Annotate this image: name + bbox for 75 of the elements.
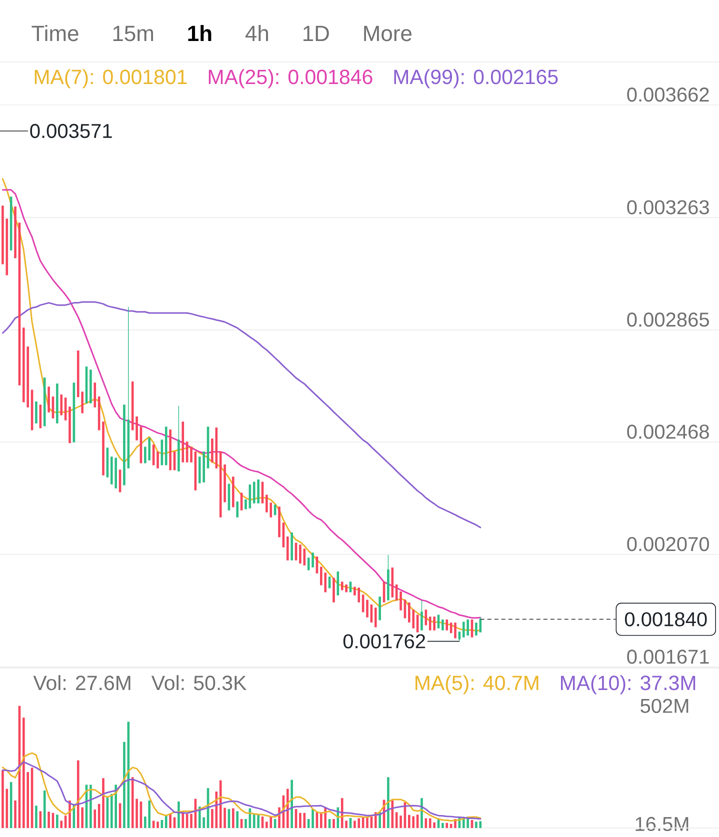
bar bbox=[446, 822, 448, 828]
bar bbox=[114, 784, 117, 828]
bar bbox=[475, 822, 478, 828]
bar bbox=[211, 809, 214, 828]
bar bbox=[442, 822, 444, 828]
annotation: 0.003571 bbox=[30, 124, 112, 138]
bar bbox=[412, 816, 415, 828]
y-tick-label: 0.001671 bbox=[627, 650, 709, 664]
bar bbox=[479, 821, 482, 828]
bar bbox=[219, 780, 222, 828]
bar bbox=[169, 814, 172, 828]
text: MA(7): 0.001801 bbox=[34, 69, 187, 88]
text: MA(5): 40.7M bbox=[416, 675, 538, 694]
bar bbox=[43, 790, 46, 828]
text: Time bbox=[32, 25, 78, 42]
bar bbox=[156, 822, 159, 828]
text: More bbox=[364, 26, 412, 42]
annotation: 0.001762 bbox=[343, 634, 426, 648]
bar bbox=[2, 770, 4, 828]
bar bbox=[462, 818, 465, 828]
text: 1h bbox=[188, 25, 212, 41]
bar bbox=[252, 814, 256, 828]
annotation: Vol: 50.3K bbox=[151, 675, 246, 690]
bar bbox=[94, 810, 96, 828]
bar bbox=[76, 760, 80, 828]
bar bbox=[358, 818, 360, 828]
bar bbox=[48, 812, 50, 828]
bar bbox=[90, 784, 92, 828]
bar bbox=[152, 820, 155, 828]
bar bbox=[182, 812, 184, 828]
bar bbox=[270, 816, 272, 828]
bar bbox=[164, 816, 168, 828]
text: MA(99): 0.002165 bbox=[394, 69, 558, 88]
text: MA(10): 37.3M bbox=[561, 675, 696, 694]
bar bbox=[320, 812, 322, 828]
bar bbox=[22, 718, 25, 828]
bar bbox=[232, 808, 234, 828]
bar bbox=[299, 812, 302, 828]
y-tick-label: 0.002468 bbox=[627, 424, 709, 439]
y-tick-label: 0.002070 bbox=[627, 536, 709, 552]
y-tick-label: 502M bbox=[640, 698, 688, 713]
bar bbox=[236, 811, 239, 828]
y-tick-label: 0.002865 bbox=[627, 312, 709, 327]
bar bbox=[290, 780, 293, 828]
bar bbox=[244, 818, 247, 828]
bar bbox=[257, 814, 260, 828]
bar bbox=[332, 818, 335, 828]
annotation: Vol: 27.6M bbox=[33, 675, 130, 690]
bar bbox=[387, 777, 390, 828]
bar bbox=[148, 800, 151, 828]
bar bbox=[14, 800, 16, 828]
bar bbox=[391, 800, 394, 828]
bar bbox=[190, 814, 192, 828]
text: MA(25): 0.001846 bbox=[208, 69, 372, 88]
bar bbox=[428, 818, 432, 828]
bar bbox=[56, 814, 58, 828]
bar bbox=[312, 809, 314, 828]
bar bbox=[35, 806, 38, 828]
y-tick-label: 0.003662 bbox=[627, 88, 709, 102]
bar bbox=[408, 814, 410, 828]
bar bbox=[178, 801, 180, 828]
ref-line-label: 0.001840 bbox=[624, 612, 707, 626]
bar bbox=[131, 777, 134, 828]
text: 1D bbox=[303, 26, 329, 41]
bar bbox=[366, 817, 368, 828]
y-tick-label: 0.003263 bbox=[627, 200, 709, 214]
bar bbox=[123, 742, 126, 828]
bar bbox=[433, 822, 436, 828]
bar bbox=[354, 820, 356, 828]
bar bbox=[60, 820, 63, 828]
text: 4h bbox=[245, 25, 268, 41]
bar bbox=[102, 778, 104, 828]
bar bbox=[400, 816, 402, 828]
bar bbox=[198, 806, 201, 828]
text: 15m bbox=[113, 26, 154, 42]
